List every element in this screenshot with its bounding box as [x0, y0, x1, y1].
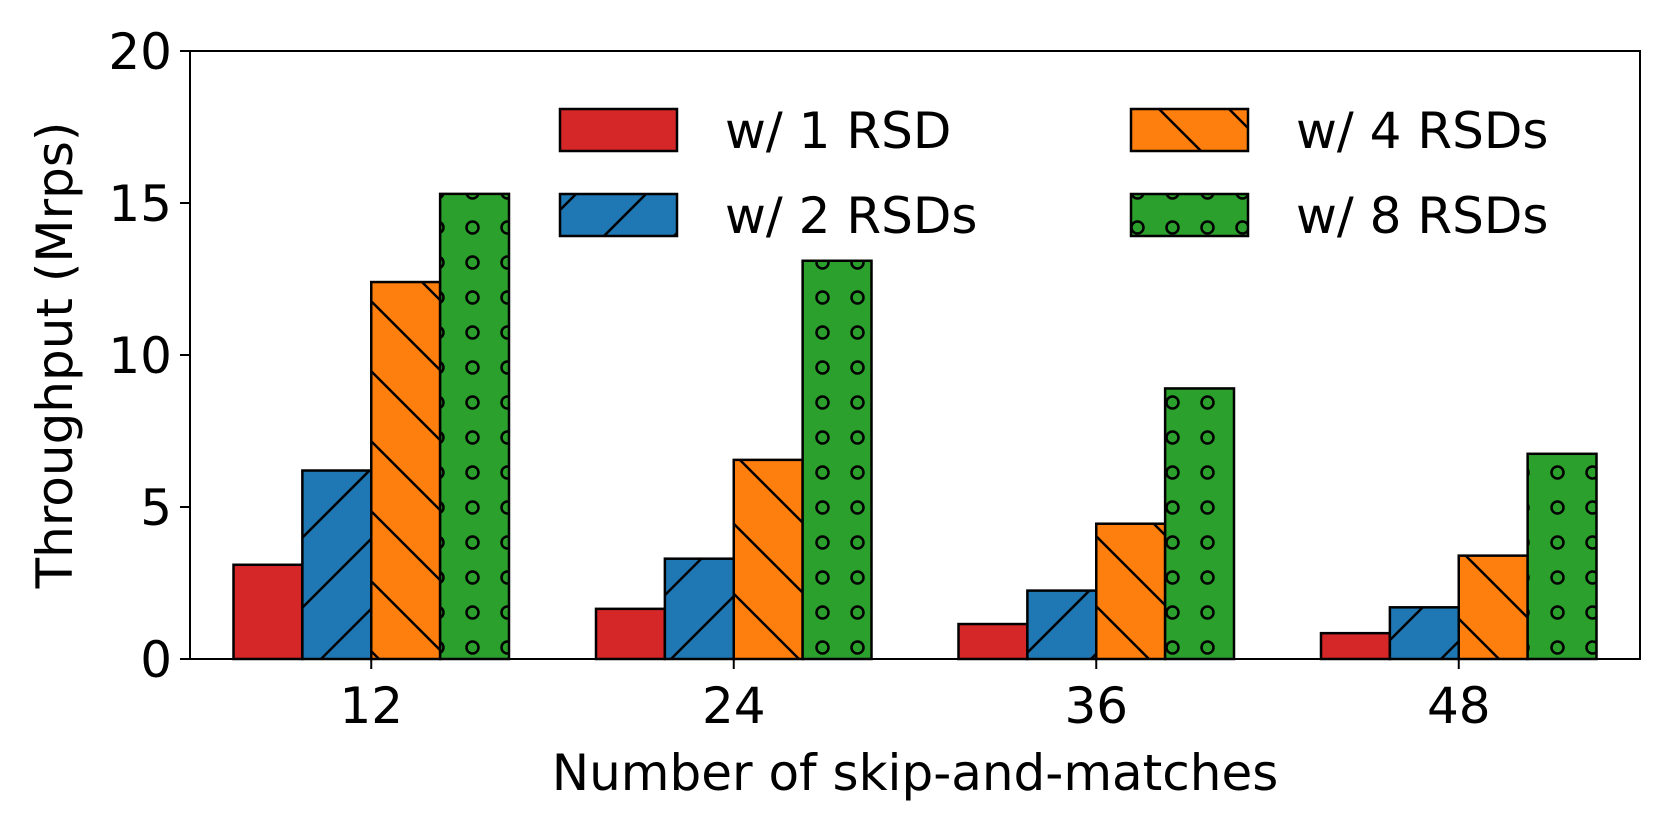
bar-w-4-rsds-24: [732, 458, 804, 661]
bar-w-4-rsds-12: [370, 280, 442, 661]
legend-item-w-8-rsds: w/ 8 RSDs: [1129, 187, 1548, 245]
bar-w-8-rsds-48: [1526, 452, 1598, 661]
x-tick-label: 12: [339, 677, 403, 735]
bar-w-8-rsds-24: [801, 259, 873, 661]
y-axis: 0 5 10 15 20: [108, 23, 190, 689]
x-tick-label: 48: [1427, 677, 1491, 735]
legend-item-w-1-rsd: w/ 1 RSD: [558, 102, 951, 160]
y-axis-label: Throughput (Mrps): [26, 122, 84, 590]
legend: w/ 1 RSD w/ 2 RSDs w/ 4 RSDs w/ 8 RSDs: [558, 102, 1548, 245]
bar-w-2-rsds-48: [1388, 606, 1460, 661]
legend-label: w/ 2 RSDs: [725, 187, 977, 245]
bar-w-1-rsd-48: [1319, 631, 1392, 661]
bar-w-8-rsds-36: [1163, 387, 1236, 661]
y-tick-label: 10: [108, 327, 172, 385]
x-axis-label: Number of skip-and-matches: [552, 744, 1279, 802]
bars-layer: [232, 192, 1598, 661]
y-tick-label: 20: [108, 23, 172, 81]
legend-label: w/ 4 RSDs: [1296, 102, 1548, 160]
legend-swatch: [560, 109, 677, 151]
legend-item-w-4-rsds: w/ 4 RSDs: [1129, 102, 1548, 160]
x-tick-label: 36: [1064, 677, 1128, 735]
bar-w-1-rsd-36: [957, 622, 1029, 661]
legend-label: w/ 8 RSDs: [1296, 187, 1548, 245]
bar-w-4-rsds-48: [1457, 554, 1529, 661]
legend-label: w/ 1 RSD: [725, 102, 951, 160]
y-tick-label: 0: [140, 631, 172, 689]
bar-w-2-rsds-24: [663, 557, 735, 661]
x-tick-label: 24: [702, 677, 766, 735]
x-axis: 12 24 36 48: [339, 659, 1491, 735]
bar-w-8-rsds-12: [438, 192, 511, 661]
bar-w-2-rsds-36: [1026, 589, 1098, 661]
bar-w-4-rsds-36: [1095, 522, 1167, 661]
y-tick-label: 15: [108, 175, 172, 233]
bar-w-1-rsd-12: [232, 563, 304, 661]
y-tick-label: 5: [140, 479, 172, 537]
bar-w-2-rsds-12: [301, 469, 373, 661]
bar-w-1-rsd-24: [594, 607, 667, 661]
legend-item-w-2-rsds: w/ 2 RSDs: [558, 187, 977, 245]
